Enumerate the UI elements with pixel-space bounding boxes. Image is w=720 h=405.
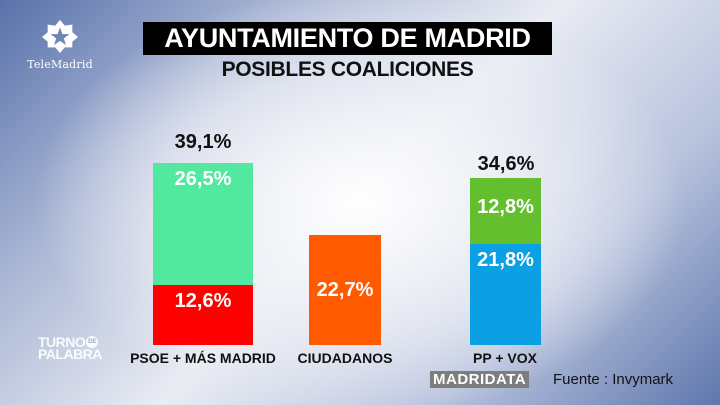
chart-title: AYUNTAMIENTO DE MADRID bbox=[164, 23, 531, 53]
telemadrid-logo: TeleMadrid bbox=[20, 18, 100, 73]
segment-value-vox: 12,8% bbox=[477, 196, 534, 218]
chart-subtitle: POSIBLES COALICIONES bbox=[221, 58, 474, 81]
category-label-pp-vox: PP + VOX bbox=[473, 350, 537, 366]
show-logo-bottom: PALABRA bbox=[38, 346, 102, 362]
show-logo-de: DE bbox=[86, 336, 99, 348]
segment-value-mas-madrid: 26,5% bbox=[174, 168, 232, 190]
title-banner: AYUNTAMIENTO DE MADRID bbox=[143, 22, 552, 55]
bar-segment-pp: 21,8% bbox=[470, 244, 541, 345]
star-logo-icon bbox=[42, 19, 78, 54]
segment-value-psoe: 12,6% bbox=[174, 290, 232, 312]
bar-segment-ciudadanos: 22,7% bbox=[309, 235, 381, 345]
source-note: Fuente : Invymark bbox=[553, 371, 674, 388]
bar-segment-vox: 12,8% bbox=[470, 178, 541, 244]
bar-total-psoe-mas-madrid: 39,1% bbox=[174, 131, 232, 153]
bar-total-pp-vox: 34,6% bbox=[477, 153, 535, 175]
segment-value-pp: 21,8% bbox=[477, 249, 534, 271]
logo-text: TeleMadrid bbox=[27, 58, 93, 71]
bar-segment-psoe: 12,6% bbox=[153, 285, 253, 345]
show-logo-top: TURNO bbox=[38, 334, 86, 350]
turno-de-palabra-logo: TURNO DE PALABRA bbox=[38, 334, 102, 362]
category-label-psoe-mas-madrid: PSOE + MÁS MADRID bbox=[130, 350, 276, 366]
bar-segment-mas-madrid: 26,5% bbox=[153, 163, 253, 285]
category-label-ciudadanos: CIUDADANOS bbox=[297, 350, 393, 366]
madridata-badge: MADRIDATA bbox=[430, 371, 530, 388]
segment-value-ciudadanos: 22,7% bbox=[316, 278, 374, 301]
